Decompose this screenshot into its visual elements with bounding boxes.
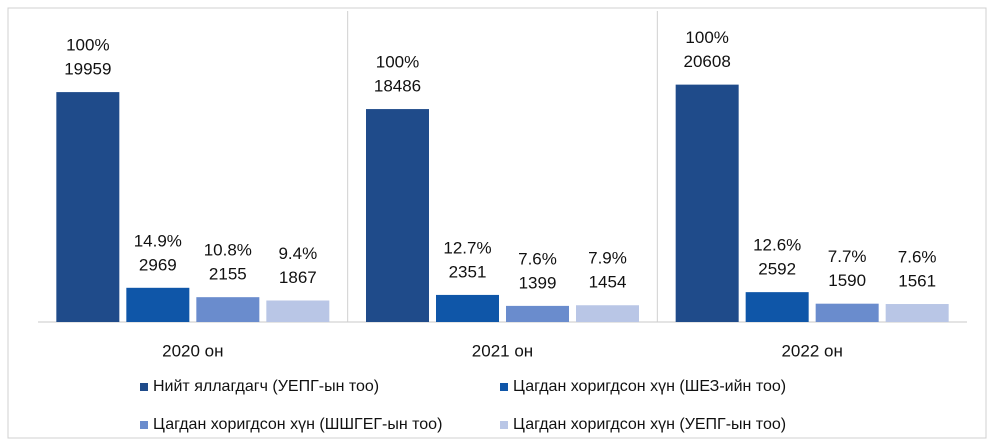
bar	[576, 305, 639, 322]
legend-label: Нийт яллагдагч (УЕПГ-ын тоо)	[153, 378, 379, 395]
legend-label: Цагдан хоригдсон хүн (ШЕЗ-ийн тоо)	[513, 378, 786, 395]
data-label-percent: 100%	[376, 53, 419, 72]
data-label-percent: 7.9%	[588, 249, 627, 268]
data-label-percent: 12.7%	[443, 238, 491, 257]
bar	[436, 294, 499, 322]
legend-swatch	[500, 383, 508, 391]
data-label: 19959	[64, 60, 111, 79]
bar	[126, 287, 190, 322]
data-label: 2592	[758, 260, 796, 279]
data-label-percent: 9.4%	[278, 244, 317, 263]
data-label: 2969	[139, 255, 177, 274]
data-label: 1590	[828, 271, 866, 290]
bar	[266, 300, 330, 322]
bar	[196, 297, 260, 322]
x-tick-label: 2022 он	[781, 341, 842, 360]
data-label-percent: 7.6%	[518, 249, 557, 268]
data-label: 2155	[209, 265, 247, 284]
bar	[506, 305, 569, 322]
data-label-percent: 100%	[66, 36, 109, 55]
x-tick-label: 2020 он	[162, 341, 223, 360]
data-label: 1867	[279, 268, 317, 287]
data-label: 20608	[684, 52, 731, 71]
legend-swatch	[140, 421, 148, 429]
legend-swatch	[140, 383, 148, 391]
data-label-percent: 10.8%	[204, 241, 252, 260]
data-label: 2351	[449, 262, 487, 281]
x-tick-label: 2021 он	[472, 341, 533, 360]
legend-label: Цагдан хоригдсон хүн (УЕПГ-ын тоо)	[513, 416, 786, 433]
bar	[745, 292, 809, 322]
data-label: 18486	[374, 77, 421, 96]
data-label-percent: 12.6%	[753, 236, 801, 255]
bar	[366, 109, 429, 322]
bar	[815, 303, 879, 322]
legend-label: Цагдан хоригдсон хүн (ШШГЕГ-ын тоо)	[153, 416, 442, 433]
data-label-percent: 7.6%	[898, 248, 937, 267]
data-label: 1399	[519, 273, 557, 292]
data-label-percent: 100%	[685, 28, 728, 47]
bar	[675, 84, 739, 322]
data-label-percent: 14.9%	[134, 231, 182, 250]
bar	[56, 92, 120, 322]
data-label: 1454	[589, 273, 627, 292]
chart-frame	[7, 7, 987, 439]
legend-swatch	[500, 421, 508, 429]
bar	[885, 304, 949, 322]
data-label-percent: 7.7%	[828, 247, 867, 266]
data-label: 1561	[898, 272, 936, 291]
